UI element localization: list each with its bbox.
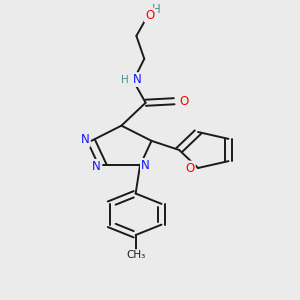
Text: O: O xyxy=(185,161,195,175)
Text: N: N xyxy=(132,73,141,86)
Text: O: O xyxy=(145,9,154,22)
Text: N: N xyxy=(81,134,90,146)
Text: O: O xyxy=(179,95,188,108)
Text: CH₃: CH₃ xyxy=(126,250,145,260)
Text: H: H xyxy=(152,2,161,16)
Text: N: N xyxy=(92,160,101,173)
Text: N: N xyxy=(141,159,150,172)
Text: H: H xyxy=(121,75,128,85)
